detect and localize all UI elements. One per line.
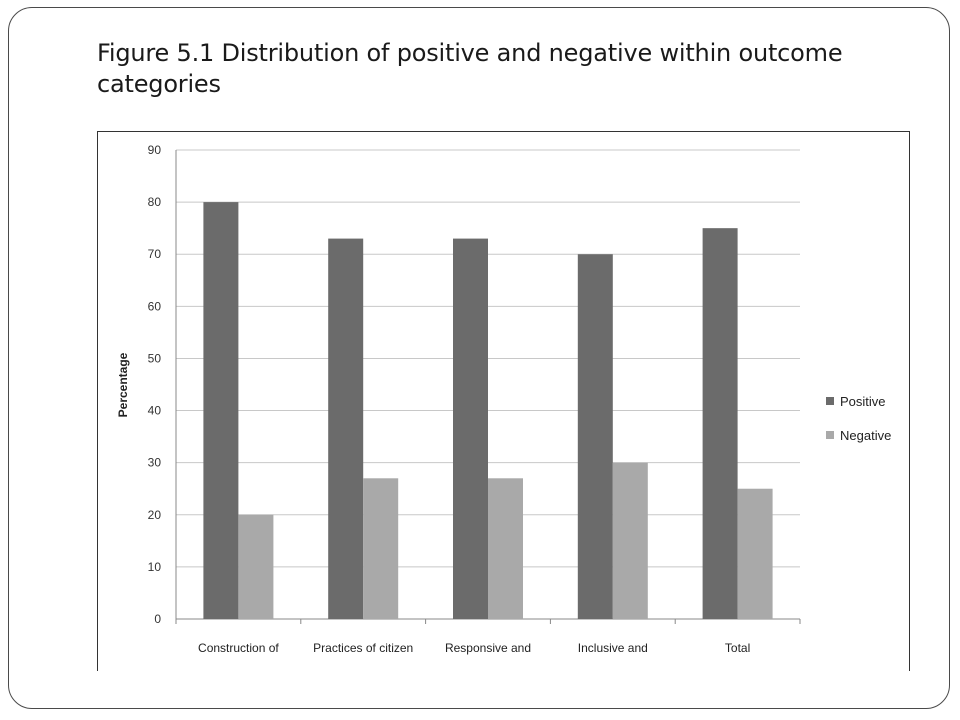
- legend-label-negative: Negative: [840, 427, 892, 443]
- y-tick-label: 30: [148, 456, 162, 470]
- bar-positive: [203, 202, 239, 619]
- y-tick-label: 40: [148, 404, 162, 418]
- legend: Positive Negative: [826, 392, 891, 460]
- y-axis-label: Percentage: [116, 352, 130, 417]
- bar-positive: [702, 228, 738, 619]
- bar-negative: [488, 478, 523, 619]
- legend-item-negative: Negative: [826, 426, 891, 444]
- y-tick-label: 60: [148, 299, 162, 313]
- legend-swatch-negative: [826, 431, 834, 439]
- bar-negative: [363, 478, 399, 619]
- x-tick-label: Total: [725, 641, 750, 655]
- bar-negative: [737, 488, 773, 619]
- x-tick-label: Practices of citizen: [313, 641, 413, 655]
- x-tick-label: Inclusive and: [578, 641, 648, 655]
- x-tick-label: Construction of: [198, 641, 279, 655]
- x-tick-label: Responsive and: [445, 641, 531, 655]
- legend-swatch-positive: [826, 397, 834, 405]
- y-tick-label: 80: [148, 195, 162, 209]
- plot-frame: [97, 131, 910, 671]
- bar-negative: [612, 462, 648, 619]
- bar-positive: [577, 254, 613, 619]
- y-tick-label: 0: [154, 612, 161, 626]
- y-tick-label: 20: [148, 508, 162, 522]
- y-tick-label: 90: [148, 143, 162, 157]
- bar-positive: [328, 238, 364, 620]
- y-tick-label: 50: [148, 351, 162, 365]
- legend-label-positive: Positive: [840, 393, 886, 409]
- figure-title: Figure 5.1 Distribution of positive and …: [97, 39, 843, 98]
- legend-item-positive: Positive: [826, 392, 891, 410]
- bar-positive: [453, 238, 488, 620]
- bar-negative: [238, 514, 274, 619]
- y-tick-label: 70: [148, 247, 162, 261]
- y-tick-label: 10: [148, 560, 162, 574]
